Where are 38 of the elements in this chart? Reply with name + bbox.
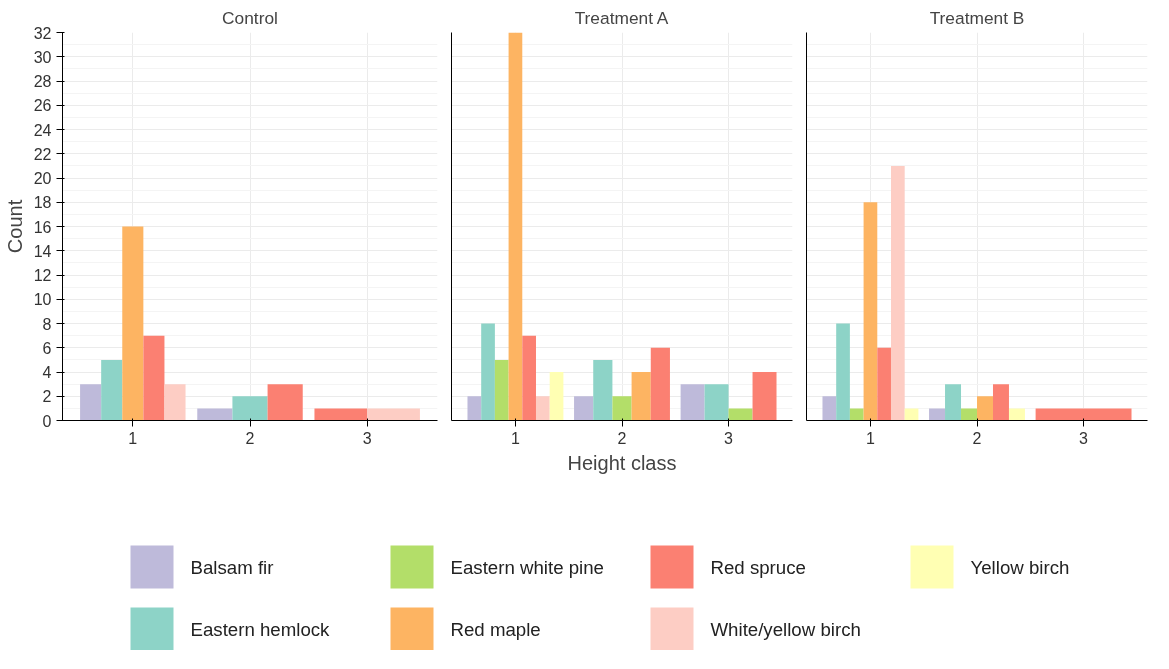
legend-label: Red spruce: [710, 557, 806, 578]
x-tick-label: 3: [1079, 429, 1089, 447]
y-tick-label: 4: [42, 364, 52, 381]
y-tick-label: 26: [33, 97, 52, 115]
chart-title: Control: [222, 7, 278, 28]
x-tick-label: 3: [362, 429, 372, 447]
y-tick-label: 28: [33, 73, 52, 90]
y-tick-label: 32: [33, 24, 52, 42]
legend-label: Red maple: [450, 619, 541, 640]
y-tick-label: 6: [42, 339, 52, 357]
x-tick-label: 1: [865, 429, 875, 447]
legend-label: Yellow birch: [970, 557, 1070, 578]
y-tick-label: 14: [33, 242, 52, 260]
y-tick-label: 16: [33, 218, 52, 236]
y-axis-title: Count: [3, 199, 26, 254]
x-tick-label: 1: [128, 429, 138, 447]
x-tick-label: 2: [972, 429, 982, 447]
y-tick-label: 22: [33, 145, 52, 163]
x-tick-label: 3: [724, 429, 734, 447]
y-tick-label: 20: [33, 170, 52, 187]
y-tick-label: 0: [42, 412, 52, 430]
legend-label: Eastern white pine: [450, 557, 604, 578]
chart-title: Treatment A: [574, 7, 669, 28]
y-tick-label: 10: [33, 291, 52, 309]
legend-label: Balsam fir: [190, 557, 274, 578]
legend-label: White/yellow birch: [710, 619, 861, 640]
chart-title: Treatment B: [929, 7, 1025, 28]
y-tick-label: 24: [33, 121, 52, 139]
x-tick-label: 2: [617, 429, 627, 447]
y-tick-label: 2: [42, 388, 52, 406]
y-tick-label: 12: [33, 267, 52, 284]
legend-label: Eastern hemlock: [190, 619, 331, 640]
y-tick-label: 8: [42, 315, 52, 333]
y-tick-label: 18: [33, 194, 52, 212]
x-tick-label: 1: [510, 429, 520, 447]
x-axis-title: Height class: [567, 451, 677, 474]
x-tick-label: 2: [245, 429, 255, 447]
y-tick-label: 30: [33, 48, 52, 66]
